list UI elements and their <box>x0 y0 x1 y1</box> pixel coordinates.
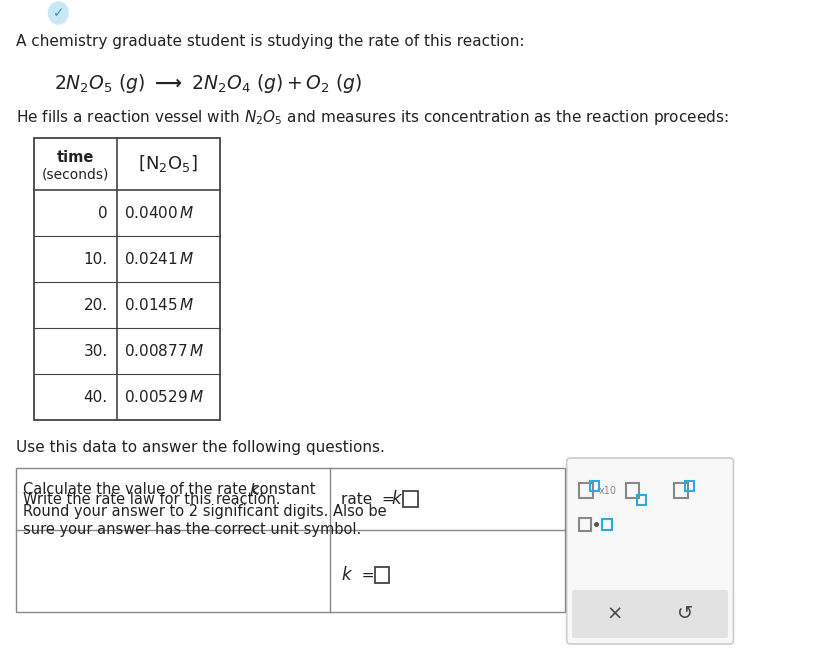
Circle shape <box>49 2 68 24</box>
Text: 30.: 30. <box>84 343 108 359</box>
Text: A chemistry graduate student is studying the rate of this reaction:: A chemistry graduate student is studying… <box>17 34 524 49</box>
Text: $k$: $k$ <box>341 566 353 584</box>
Bar <box>17 468 565 612</box>
Text: ↺: ↺ <box>677 604 693 623</box>
Text: $\left[\mathrm{N_2O_5}\right]$: $\left[\mathrm{N_2O_5}\right]$ <box>138 153 198 174</box>
Bar <box>579 517 591 530</box>
Bar <box>17 468 565 612</box>
Text: sure your answer has the correct unit symbol.: sure your answer has the correct unit sy… <box>23 522 361 537</box>
Bar <box>34 138 220 420</box>
Bar <box>674 482 688 497</box>
Text: Calculate the value of the rate constant: Calculate the value of the rate constant <box>23 482 320 497</box>
Text: (seconds): (seconds) <box>41 167 109 181</box>
Bar <box>34 138 220 420</box>
Text: 0.00529$\,\mathit{M}$: 0.00529$\,\mathit{M}$ <box>124 389 203 405</box>
Text: Round your answer to 2 significant digits. Also be: Round your answer to 2 significant digit… <box>23 504 387 519</box>
Text: $\mathit{2N_2O_5}\ (g)\ \mathbf{\longrightarrow}\ \mathit{2N_2O_4}\ (g)+\mathit{: $\mathit{2N_2O_5}\ (g)\ \mathbf{\longrig… <box>54 72 362 95</box>
Bar <box>626 482 639 497</box>
Text: 40.: 40. <box>84 389 108 404</box>
Text: 0.0145$\,\mathit{M}$: 0.0145$\,\mathit{M}$ <box>124 297 194 313</box>
Bar <box>685 480 694 491</box>
FancyBboxPatch shape <box>572 590 728 638</box>
Text: 20.: 20. <box>84 298 108 313</box>
Text: 10.: 10. <box>84 252 108 266</box>
Text: rate  =: rate = <box>341 491 399 506</box>
Bar <box>590 480 599 491</box>
Text: Use this data to answer the following questions.: Use this data to answer the following qu… <box>17 440 385 455</box>
Text: He fills a reaction vessel with $N_2O_5$ and measures its concentration as the r: He fills a reaction vessel with $N_2O_5$… <box>17 108 729 127</box>
Bar <box>574 592 726 636</box>
Text: $k$.: $k$. <box>249 482 264 499</box>
Bar <box>404 491 418 507</box>
Text: ✓: ✓ <box>52 6 65 20</box>
Text: time: time <box>56 150 94 164</box>
Bar <box>579 482 593 497</box>
Text: 0.00877$\,\mathit{M}$: 0.00877$\,\mathit{M}$ <box>124 343 203 359</box>
Bar <box>637 495 646 504</box>
Text: Write the rate law for this reaction.: Write the rate law for this reaction. <box>23 491 281 506</box>
Bar <box>375 567 390 583</box>
Text: 0.0400$\,\mathit{M}$: 0.0400$\,\mathit{M}$ <box>124 205 194 221</box>
Text: 0.0241$\,\mathit{M}$: 0.0241$\,\mathit{M}$ <box>124 251 194 267</box>
FancyBboxPatch shape <box>566 458 734 644</box>
Bar <box>602 519 611 530</box>
Text: $k$: $k$ <box>391 490 403 508</box>
Text: 0: 0 <box>98 205 108 220</box>
Text: x10: x10 <box>599 486 617 495</box>
Text: ×: × <box>607 604 624 623</box>
Text: =: = <box>352 567 380 582</box>
